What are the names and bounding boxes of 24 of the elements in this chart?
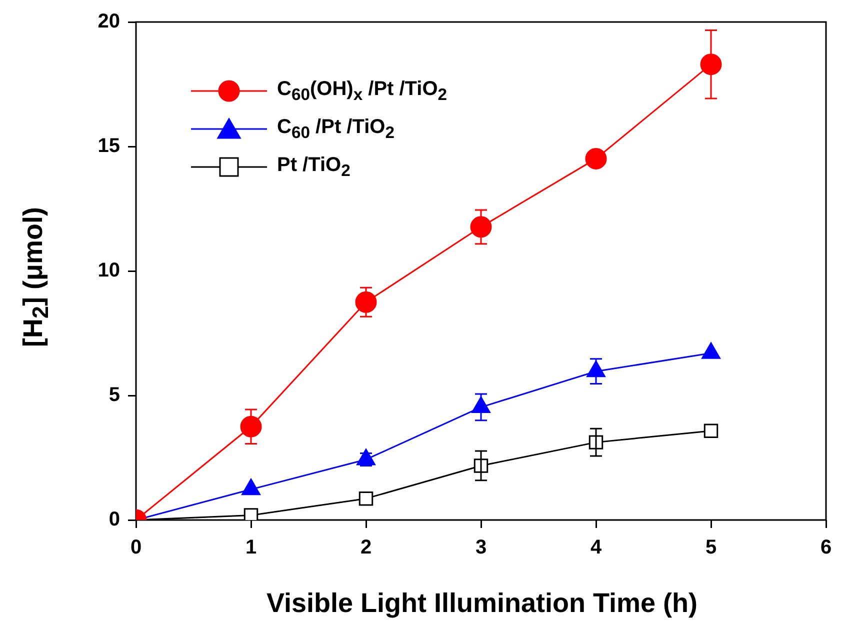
point	[470, 216, 492, 238]
x-tick-label: 1	[245, 536, 257, 559]
point	[244, 508, 258, 520]
point	[700, 54, 722, 76]
y-tick-label: 15	[98, 135, 120, 158]
x-axis-title: Visible Light Illumination Time (h)	[266, 588, 698, 619]
point	[358, 491, 374, 506]
point	[585, 148, 607, 170]
x-tick-label: 5	[705, 536, 717, 559]
point	[355, 291, 377, 313]
x-tick-label: 2	[360, 536, 372, 559]
y-tick-label: 20	[98, 10, 120, 33]
x-tick-label: 6	[820, 536, 832, 559]
x-tick-label: 4	[590, 536, 602, 559]
y-tick-label: 10	[98, 260, 120, 282]
y-tick-label: 0	[108, 508, 120, 531]
legend-label: Pt /TiO$_{2}$	[277, 154, 350, 180]
point	[704, 424, 718, 438]
x-tick-label: 0	[130, 536, 142, 559]
legend-label: C$_{60}$(OH)$_{x}$ /Pt /TiO$_{2}$	[277, 78, 448, 104]
y-tick-label: 5	[108, 384, 120, 406]
legend-label: C$_{60}$ /Pt /TiO$_{2}$	[277, 116, 394, 142]
point	[240, 416, 262, 438]
x-tick-label: 3	[475, 536, 487, 559]
